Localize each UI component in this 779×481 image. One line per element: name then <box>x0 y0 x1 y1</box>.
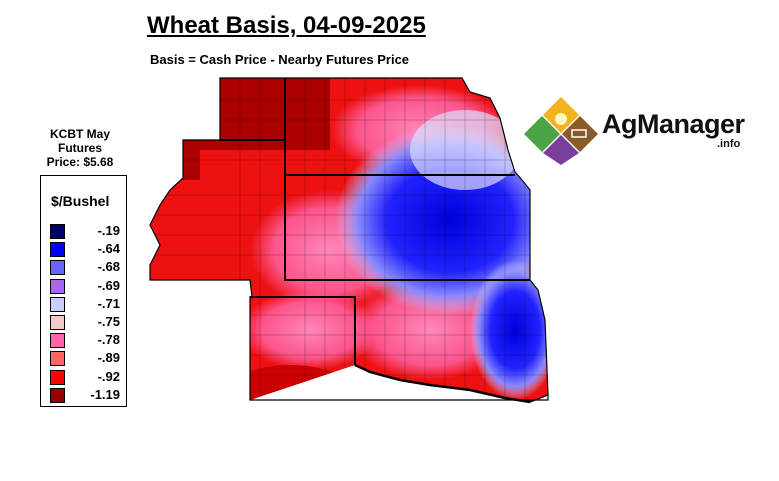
legend-swatch <box>50 333 65 349</box>
legend-item: -.69 <box>50 278 120 294</box>
legend-item: -.89 <box>50 350 120 367</box>
legend-swatch <box>50 315 65 330</box>
legend-swatch <box>50 296 65 312</box>
legend-label: -.68 <box>97 259 120 275</box>
logo-suffix: .info <box>717 138 741 150</box>
county-grid <box>150 78 548 402</box>
futures-price-label: KCBT May Futures Price: $5.68 <box>30 127 130 169</box>
legend-label: -.89 <box>97 350 120 366</box>
legend-label: -.64 <box>97 241 120 257</box>
legend-title: $/Bushel <box>51 193 110 209</box>
legend-item: -1.19 <box>50 387 120 403</box>
legend-item: -.71 <box>50 296 120 312</box>
legend-label: -.69 <box>97 277 120 293</box>
legend-item: -.78 <box>50 332 120 349</box>
legend-swatch <box>50 278 65 294</box>
legend-swatch <box>50 224 65 239</box>
logo-text: AgManager <box>602 109 745 139</box>
legend-label: -.75 <box>97 314 120 329</box>
futures-line-1: KCBT May <box>49 127 110 141</box>
legend-item: -.75 <box>50 314 120 330</box>
legend-label: -1.19 <box>90 386 120 402</box>
legend-swatch <box>50 387 65 403</box>
legend-item: -.64 <box>50 241 120 258</box>
legend-item: -.19 <box>50 223 120 239</box>
state-borders <box>149 77 549 404</box>
logo-diamond-icon <box>524 97 598 165</box>
legend-swatch <box>50 351 65 367</box>
agmanager-logo: AgManager .info <box>524 95 749 165</box>
futures-price: Price: $5.68 <box>46 155 114 169</box>
legend-label: -.19 <box>97 223 120 238</box>
legend-item: -.68 <box>50 259 120 276</box>
map-subtitle: Basis = Cash Price - Nearby Futures Pric… <box>150 52 410 67</box>
legend: $/Bushel -.19 -.64 -.68 -.69 -.71 -.75 -.78 -.8… <box>40 175 127 407</box>
legend-label: -.71 <box>97 295 120 311</box>
legend-item: -.92 <box>50 369 120 385</box>
legend-swatch <box>50 260 65 276</box>
legend-swatch <box>50 242 65 258</box>
legend-swatch <box>50 369 65 385</box>
map-title: Wheat Basis, 04-09-2025 <box>147 12 426 39</box>
futures-line-2: Futures <box>57 141 102 155</box>
legend-label: -.92 <box>97 368 120 384</box>
legend-label: -.78 <box>97 332 120 348</box>
